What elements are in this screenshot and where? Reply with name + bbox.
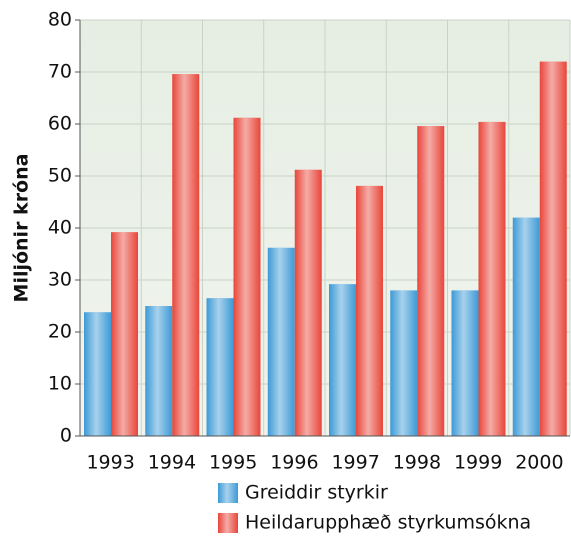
x-tick-label: 1995	[209, 452, 257, 474]
y-tick-label: 10	[48, 373, 72, 395]
y-tick-label: 80	[48, 9, 72, 31]
x-tick-label: 1998	[393, 452, 441, 474]
bar	[512, 217, 540, 436]
bar	[294, 169, 322, 436]
legend-label: Greiddir styrkir	[245, 482, 388, 504]
bar	[451, 290, 479, 436]
bar	[111, 232, 138, 436]
bar	[84, 312, 111, 436]
bar	[329, 284, 356, 436]
bar	[206, 298, 234, 436]
x-tick-label: 1996	[270, 452, 318, 474]
legend-swatch-highlight	[218, 483, 238, 503]
y-tick-label: 40	[48, 217, 72, 239]
y-tick-label: 0	[60, 425, 72, 447]
y-tick-label: 70	[48, 61, 72, 83]
bar	[390, 290, 418, 436]
bar	[478, 121, 506, 437]
x-tick-label: 2000	[515, 452, 563, 474]
x-tick-label: 1997	[331, 452, 379, 474]
y-tick-label: 30	[48, 269, 72, 291]
legend-swatch-highlight	[218, 513, 238, 533]
bar	[145, 306, 173, 436]
bar	[267, 247, 295, 436]
bar	[172, 74, 200, 436]
legend-label: Heildarupphæð styrkumsókna	[245, 512, 531, 534]
y-tick-label: 60	[48, 113, 72, 135]
bar	[417, 126, 445, 436]
x-tick-label: 1993	[86, 452, 134, 474]
bar	[539, 61, 567, 436]
bar	[356, 185, 383, 436]
x-tick-label: 1999	[454, 452, 502, 474]
y-axis-label: Miljónir króna	[11, 154, 33, 303]
y-tick-label: 50	[48, 165, 72, 187]
bar	[233, 117, 261, 436]
x-tick-label: 1994	[148, 452, 196, 474]
y-tick-label: 20	[48, 321, 72, 343]
